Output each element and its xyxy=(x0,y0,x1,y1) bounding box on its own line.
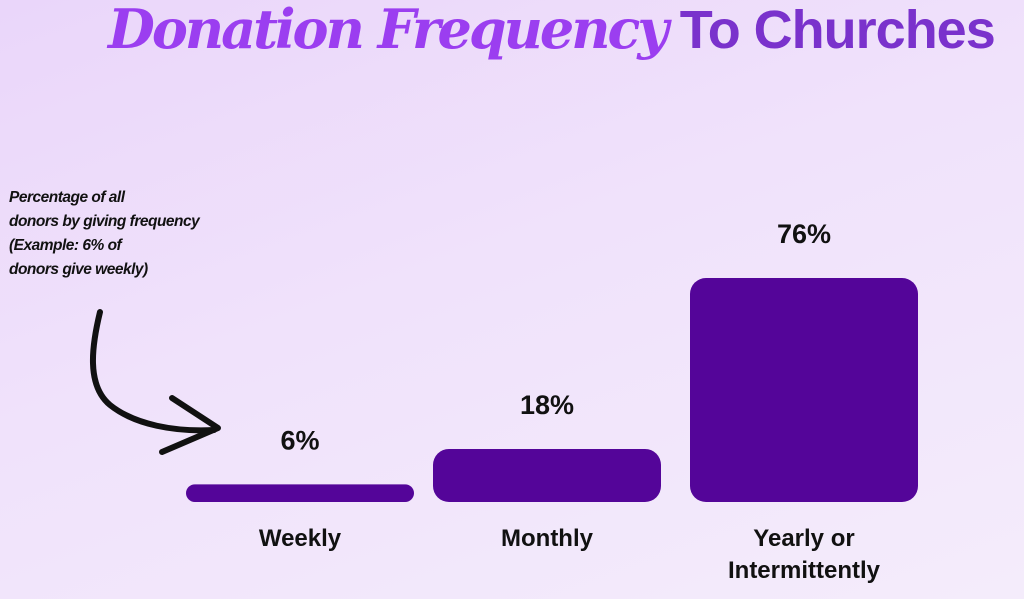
annotation-line: (Example: 6% of xyxy=(9,237,122,254)
value-label: 76% xyxy=(777,219,831,249)
annotation-line: donors give weekly) xyxy=(9,261,148,278)
chart-title-main: To Churches xyxy=(679,0,996,60)
arrow-icon xyxy=(89,309,221,455)
value-label: 6% xyxy=(280,425,319,455)
bar xyxy=(186,484,414,502)
annotation-line: donors by giving frequency xyxy=(9,213,200,230)
category-label: Monthly xyxy=(501,525,594,552)
value-label: 18% xyxy=(520,390,574,420)
chart-title-accent: Donation Frequency xyxy=(108,0,669,61)
bar xyxy=(690,278,918,502)
chart-title: Donation Frequency To Churches xyxy=(108,0,996,65)
annotation-line: Percentage of all xyxy=(9,189,125,206)
annotation-note: Percentage of all donors by giving frequ… xyxy=(9,186,249,282)
bar xyxy=(433,448,661,502)
category-label: Weekly xyxy=(259,525,342,552)
category-label: Intermittently xyxy=(728,557,881,584)
category-label: Yearly or xyxy=(753,525,854,552)
